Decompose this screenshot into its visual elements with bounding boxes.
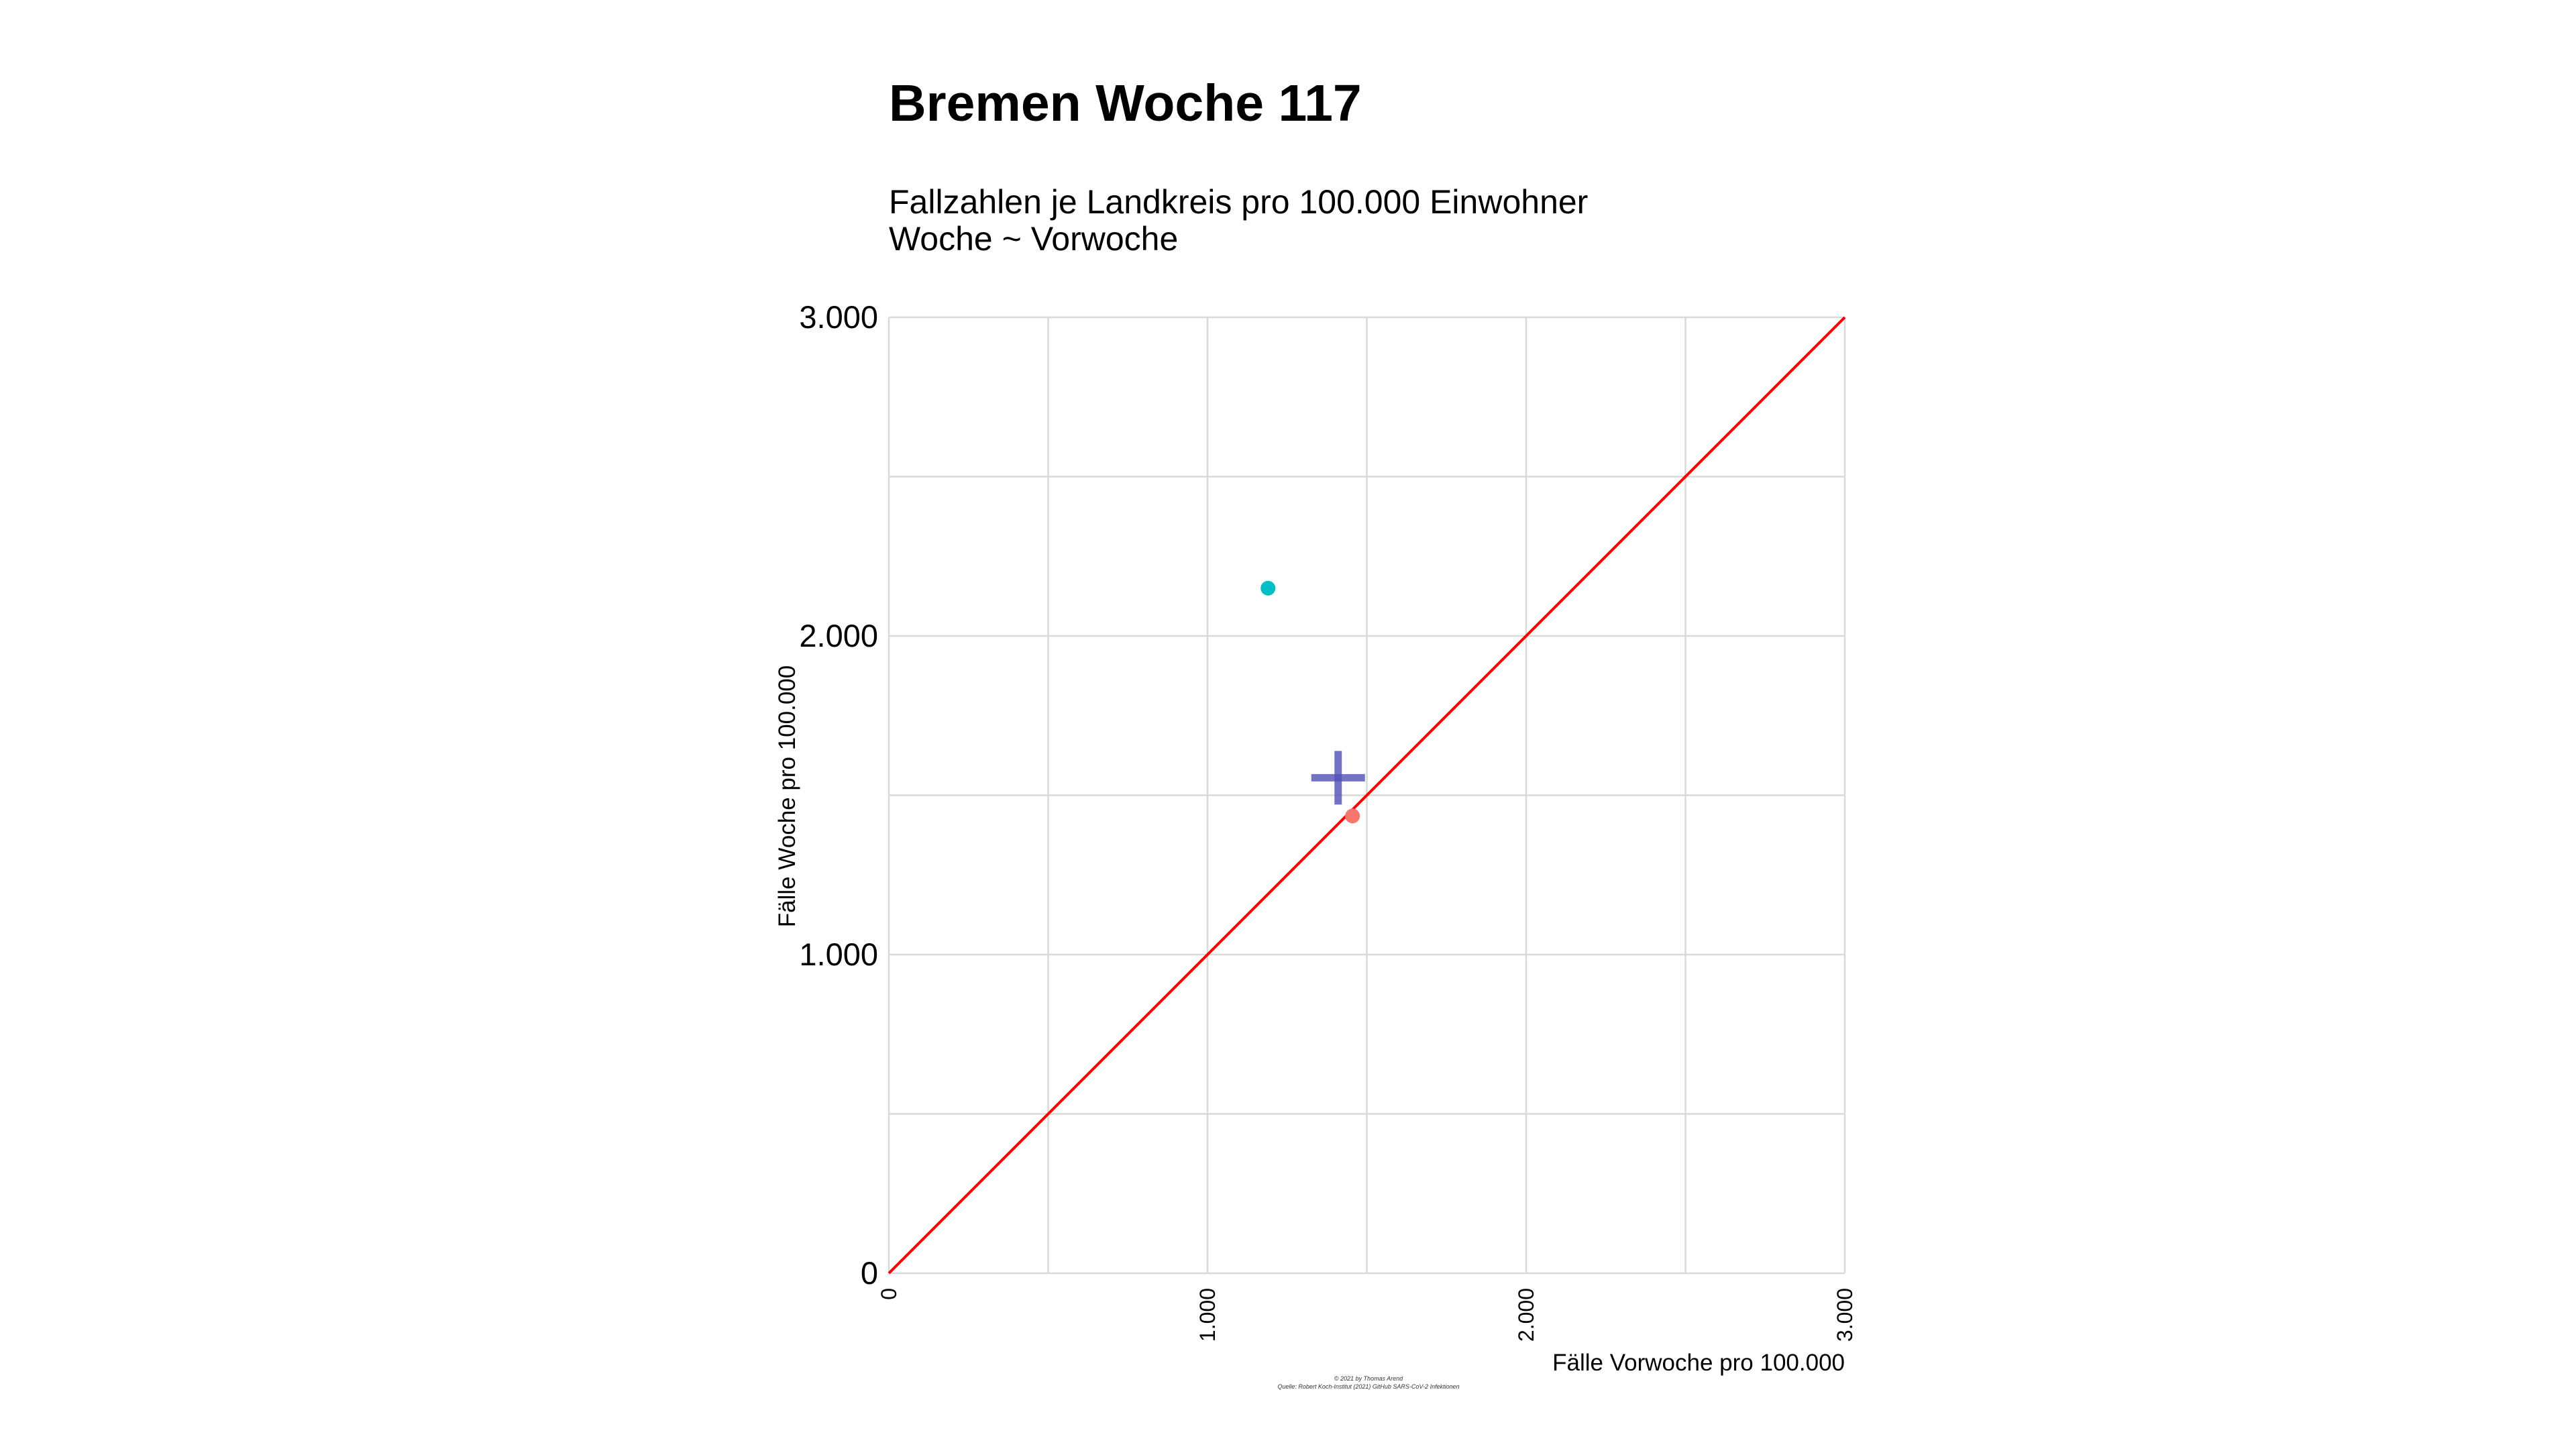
chart-subtitle-line-1: Fallzahlen je Landkreis pro 100.000 Einw… bbox=[889, 183, 1588, 221]
data-point bbox=[1260, 580, 1276, 596]
mean-cross-marker bbox=[1311, 751, 1365, 805]
y-tick-label: 0 bbox=[861, 1255, 878, 1291]
x-tick-label: 0 bbox=[877, 1288, 901, 1300]
y-axis-ticks: 0 1.000 2.000 3.000 bbox=[799, 299, 878, 1291]
x-tick-label: 2.000 bbox=[1514, 1288, 1538, 1342]
y-tick-label: 3.000 bbox=[799, 299, 878, 335]
chart-subtitle-line-2: Woche ~ Vorwoche bbox=[889, 220, 1178, 258]
x-axis-label: Fälle Vorwoche pro 100.000 bbox=[1552, 1350, 1845, 1376]
y-tick-label: 2.000 bbox=[799, 618, 878, 653]
x-tick-label: 3.000 bbox=[1833, 1288, 1857, 1342]
chart-title: Bremen Woche 117 bbox=[889, 74, 1362, 132]
x-tick-label: 1.000 bbox=[1195, 1288, 1220, 1342]
reference-line bbox=[888, 316, 1846, 1275]
x-axis-ticks: 0 1.000 2.000 3.000 bbox=[877, 1288, 1857, 1342]
y-axis-label: Fälle Woche pro 100.000 bbox=[774, 665, 800, 927]
data-point bbox=[1345, 808, 1360, 824]
points-layer bbox=[1260, 580, 1365, 824]
reference-line-layer bbox=[888, 316, 1846, 1275]
caption-line-2: Quelle: Robert Koch-Institut (2021) GitH… bbox=[1277, 1383, 1459, 1390]
y-tick-label: 1.000 bbox=[799, 936, 878, 972]
caption-line-1: © 2021 by Thomas Arend bbox=[1334, 1375, 1403, 1382]
